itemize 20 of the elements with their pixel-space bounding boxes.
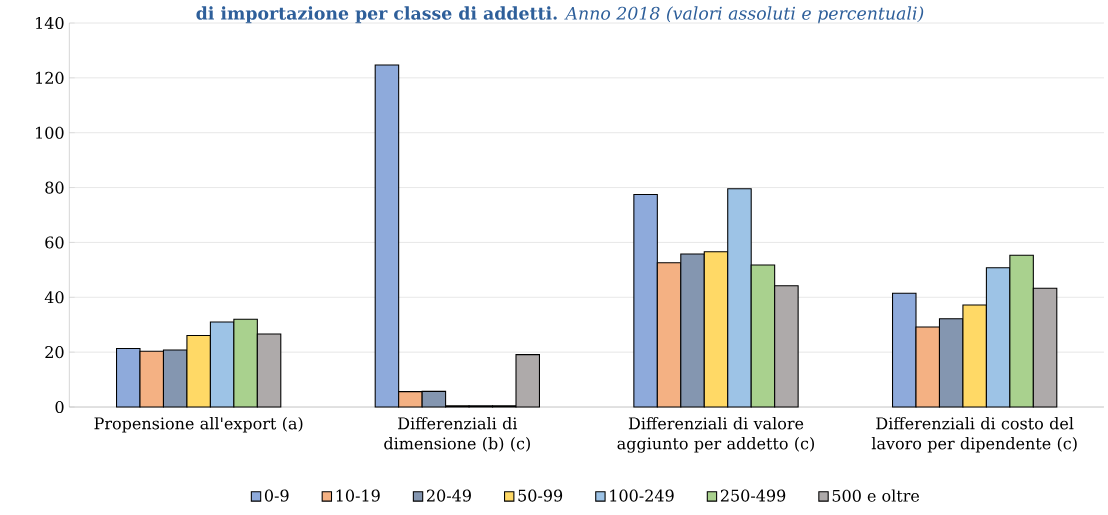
y-tick-label: 140: [36, 16, 64, 30]
y-tick-label: 80: [45, 181, 64, 194]
legend-label: 10-19: [336, 489, 380, 502]
chart-title: di importazione per classe di addetti. Anno 2018 (valori assoluti e percentuali): [196, 6, 924, 24]
legend-label: 500 e oltre: [832, 489, 920, 502]
legend-label: 50-99: [518, 489, 563, 502]
y-tick-label: 20: [45, 346, 64, 359]
y-tick-label: 100: [36, 126, 64, 139]
legend-label: 20-49: [426, 489, 471, 502]
legend-label: 250-499: [720, 489, 786, 502]
legend-label: 100-249: [610, 489, 674, 502]
y-tick-label: 120: [36, 71, 64, 84]
x-tick-label: Differenziali di valore aggiunto per addetto (c): [617, 417, 815, 453]
y-tick-label: 40: [44, 291, 64, 304]
x-tick-label: Propensione all'export (a): [94, 417, 303, 433]
x-tick-label: Differenziali di costo del lavoro per dipendente (c): [871, 417, 1077, 453]
legend-label: 0-9: [264, 489, 289, 502]
y-tick-label: 60: [45, 236, 64, 249]
y-tick-label: 0: [55, 400, 64, 414]
x-tick-label: Differenziali di dimensione (b) (c): [384, 417, 530, 452]
